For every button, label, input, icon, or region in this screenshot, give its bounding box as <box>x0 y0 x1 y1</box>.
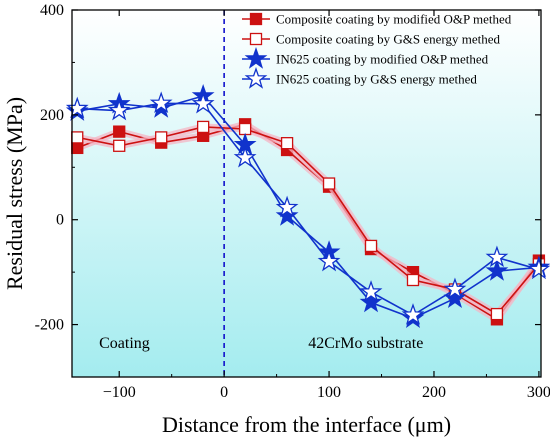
legend-entry-label: Composite coating by G&S energy methed <box>276 32 500 47</box>
y-axis-title: Residual stress (MPa) <box>2 97 27 290</box>
x-tick-label: −100 <box>103 384 136 401</box>
y-tick-label: -200 <box>35 317 64 334</box>
region-label: Coating <box>99 335 150 352</box>
series-4 <box>65 91 550 325</box>
series-4-point <box>317 249 341 272</box>
series-3-point <box>275 204 299 226</box>
series-4-point <box>401 303 425 325</box>
series-4-point <box>149 91 173 114</box>
series-1-point <box>113 125 126 138</box>
legend-swatch-marker <box>244 47 268 69</box>
series-3-point <box>485 259 509 281</box>
y-tick-label: 0 <box>56 212 64 229</box>
x-tick-label: 100 <box>317 384 341 401</box>
series-4-point <box>359 280 383 302</box>
legend-swatch-marker <box>244 67 268 89</box>
x-axis-title: Distance from the interface (μm) <box>162 412 451 437</box>
series-2-point <box>280 137 294 150</box>
series-2-point <box>364 239 378 253</box>
legend: Composite coating by modified O&P methed… <box>242 12 512 89</box>
legend-entry-label: IN625 coating by G&S energy methed <box>276 72 477 87</box>
series-4-point <box>107 98 131 121</box>
legend-swatch-marker <box>249 12 263 26</box>
series-4-point <box>443 277 467 300</box>
series-2-point <box>322 177 336 190</box>
legend-entry-label: IN625 coating by modified O&P methed <box>276 52 489 67</box>
series-4-point <box>485 245 509 268</box>
legend-entry-label: Composite coating by modified O&P methed <box>276 12 512 27</box>
x-tick-label: 300 <box>527 384 550 401</box>
series-4-point <box>65 96 89 119</box>
series-3-point <box>359 290 383 313</box>
x-tick-label: 200 <box>422 384 446 401</box>
series-2-point <box>71 131 84 144</box>
y-tick-label: 400 <box>40 2 64 19</box>
series-2-point <box>406 273 420 287</box>
series-3-point <box>443 286 467 309</box>
series-2-point <box>155 131 168 144</box>
plot-frame <box>71 9 542 378</box>
series-2-point <box>197 120 210 134</box>
series-4-point <box>527 257 550 280</box>
legend-swatch-marker <box>249 32 263 46</box>
series-4-line <box>77 102 540 317</box>
x-tick-label: 0 <box>220 384 228 401</box>
series-4-point <box>275 195 299 218</box>
region-label: 42CrMo substrate <box>308 335 423 352</box>
y-tick-label: 200 <box>40 107 64 124</box>
series-4-point <box>233 145 257 168</box>
series-2-point <box>113 139 126 152</box>
series-2-point <box>490 307 504 321</box>
plot-area <box>72 10 541 377</box>
series-4-point <box>191 91 215 114</box>
series-1-point <box>71 141 84 155</box>
